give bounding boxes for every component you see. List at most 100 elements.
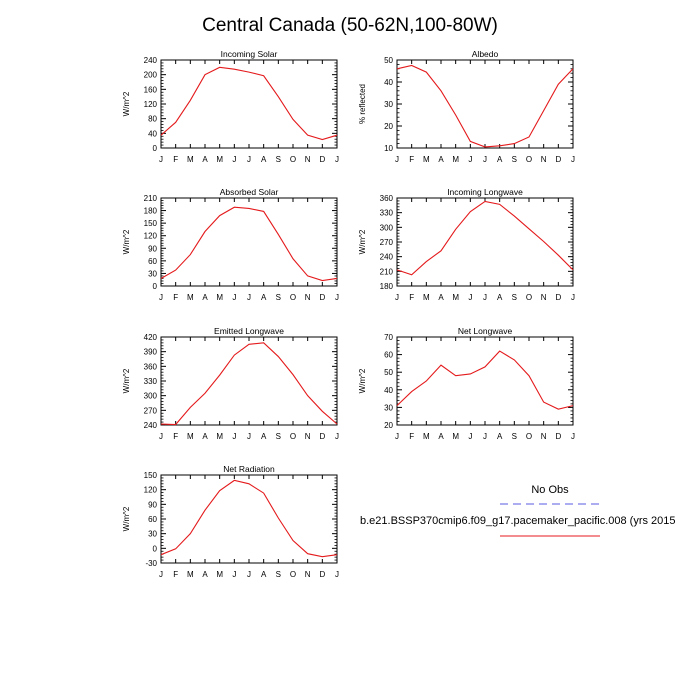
panel-title: Incoming Solar (221, 49, 278, 59)
y-axis-label: W/m^2 (122, 506, 131, 531)
series-line-emitted-longwave (160, 342, 338, 426)
y-tick-label: 160 (144, 85, 158, 94)
x-tick-label: J (468, 432, 472, 441)
series-line-net-radiation (160, 479, 338, 558)
x-tick-label: F (409, 293, 414, 302)
x-tick-label: N (305, 293, 311, 302)
y-tick-label: 60 (384, 351, 393, 360)
x-tick-label: J (159, 293, 163, 302)
x-tick-label: D (555, 293, 561, 302)
series-line-incoming-longwave (396, 200, 574, 276)
panel-title: Albedo (472, 49, 499, 59)
y-tick-label: 120 (144, 232, 158, 241)
y-tick-label: 50 (384, 56, 393, 65)
x-tick-label: M (187, 155, 194, 164)
x-tick-label: N (541, 432, 547, 441)
x-tick-label: N (541, 293, 547, 302)
y-tick-label: 360 (380, 194, 394, 203)
x-tick-label: S (276, 293, 281, 302)
x-tick-label: J (247, 155, 251, 164)
x-tick-label: N (305, 570, 311, 579)
y-tick-label: 150 (144, 219, 158, 228)
y-tick-label: 200 (144, 71, 158, 80)
x-tick-label: O (526, 432, 532, 441)
panel-frame (396, 336, 574, 426)
x-tick-label: J (247, 432, 251, 441)
x-tick-label: N (305, 155, 311, 164)
y-tick-label: 270 (380, 238, 394, 247)
y-tick-label: 0 (153, 282, 158, 291)
panel-frame (396, 197, 574, 287)
y-tick-label: 150 (144, 471, 158, 480)
y-tick-label: 50 (384, 368, 393, 377)
x-tick-label: S (276, 570, 281, 579)
y-tick-label: 120 (144, 100, 158, 109)
x-tick-label: M (423, 155, 430, 164)
y-tick-label: 10 (384, 144, 393, 153)
y-axis-label: W/m^2 (122, 91, 131, 116)
x-tick-label: O (290, 432, 296, 441)
x-tick-label: S (512, 432, 517, 441)
x-tick-label: S (512, 155, 517, 164)
y-tick-label: 330 (144, 377, 158, 386)
x-tick-label: S (276, 155, 281, 164)
x-tick-label: J (483, 432, 487, 441)
y-tick-label: 390 (144, 348, 158, 357)
series-line-absorbed-solar (160, 206, 338, 282)
x-tick-label: J (483, 293, 487, 302)
x-tick-label: A (261, 155, 267, 164)
x-tick-label: N (305, 432, 311, 441)
x-tick-label: D (555, 155, 561, 164)
panel-title: Net Longwave (458, 326, 513, 336)
x-tick-label: J (483, 155, 487, 164)
x-tick-label: A (438, 432, 444, 441)
x-tick-label: A (202, 432, 208, 441)
y-tick-label: -30 (145, 559, 157, 568)
panel-title: Emitted Longwave (214, 326, 284, 336)
x-tick-label: A (202, 155, 208, 164)
y-tick-label: 360 (144, 362, 158, 371)
x-tick-label: J (159, 570, 163, 579)
x-tick-label: J (232, 293, 236, 302)
panel-frame (160, 336, 338, 426)
y-tick-label: 40 (384, 386, 393, 395)
y-tick-label: 20 (384, 421, 393, 430)
legend: No Obs b.e21.BSSP370cmip6.f09_g17.pacema… (360, 484, 676, 537)
x-tick-label: F (173, 293, 178, 302)
series-line-albedo (396, 64, 574, 148)
x-tick-label: M (187, 432, 194, 441)
x-tick-label: A (438, 155, 444, 164)
x-tick-label: J (335, 293, 339, 302)
x-tick-label: J (468, 155, 472, 164)
y-tick-label: 240 (380, 253, 394, 262)
x-tick-label: J (468, 293, 472, 302)
x-tick-label: J (335, 432, 339, 441)
y-tick-label: 40 (384, 78, 393, 87)
x-tick-label: A (261, 570, 267, 579)
x-tick-label: M (216, 155, 223, 164)
y-axis-label: % reflected (358, 84, 367, 124)
y-tick-label: 70 (384, 333, 393, 342)
x-tick-label: S (512, 293, 517, 302)
x-tick-label: M (187, 293, 194, 302)
y-tick-label: 120 (144, 486, 158, 495)
y-tick-label: 420 (144, 333, 158, 342)
y-tick-label: 300 (144, 392, 158, 401)
y-tick-label: 60 (148, 515, 157, 524)
x-tick-label: J (232, 570, 236, 579)
x-tick-label: J (571, 293, 575, 302)
x-tick-label: J (247, 293, 251, 302)
x-tick-label: A (497, 432, 503, 441)
x-tick-label: M (452, 293, 459, 302)
x-tick-label: J (571, 155, 575, 164)
x-tick-label: D (319, 293, 325, 302)
x-tick-label: F (173, 570, 178, 579)
figure-title: Central Canada (50-62N,100-80W) (202, 15, 498, 36)
y-axis-label: W/m^2 (358, 229, 367, 254)
x-tick-label: F (173, 432, 178, 441)
x-tick-label: N (541, 155, 547, 164)
